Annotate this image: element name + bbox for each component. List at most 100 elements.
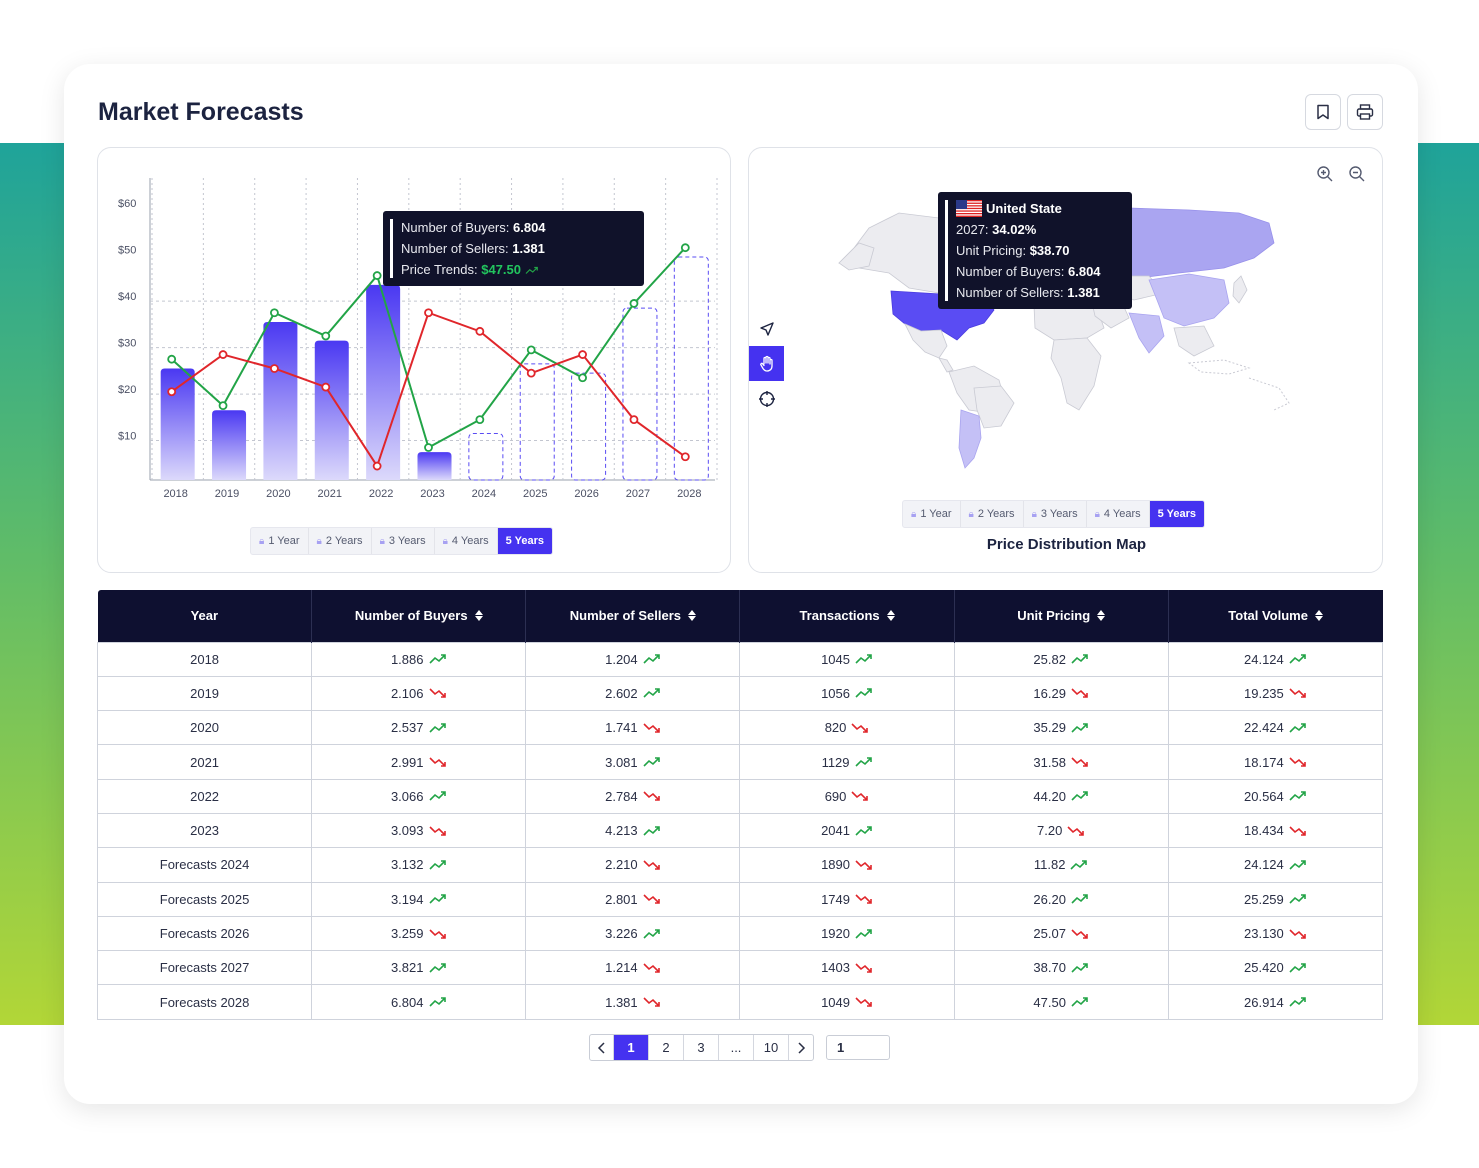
trend-up-icon [1071, 722, 1088, 733]
range-label: 4 Years [451, 535, 489, 547]
navigate-tool[interactable] [749, 311, 784, 346]
year-cell: Forecasts 2028 [96, 984, 313, 1020]
map-region-japan[interactable] [1232, 275, 1248, 304]
cell-value: 35.29 [1033, 720, 1066, 736]
column-header[interactable]: Total Volume [1168, 590, 1383, 642]
cell-value: 25.07 [1033, 926, 1066, 942]
map-region-brazil[interactable] [973, 385, 1015, 429]
print-button[interactable] [1347, 94, 1383, 130]
map-region-southeast-asia[interactable] [1173, 325, 1215, 357]
map-region-central-america[interactable] [938, 357, 954, 373]
year-cell: 2019 [96, 675, 313, 712]
green-line-point [424, 443, 433, 452]
crosshair-tool[interactable] [749, 381, 784, 416]
range-label: 5 Years [1157, 508, 1196, 520]
next-page-button[interactable] [789, 1035, 813, 1060]
map-region-argentina[interactable] [958, 409, 982, 469]
map-range-4-years[interactable]: 🔒︎ 4 Years [1087, 501, 1150, 527]
page-jump-input[interactable] [826, 1035, 890, 1060]
trend-down-icon [1289, 688, 1306, 699]
red-line-point [270, 364, 279, 373]
sort-icon[interactable] [1314, 610, 1323, 622]
trend-down-icon [855, 963, 872, 973]
y-tick-label: $40 [118, 291, 136, 303]
range-5-years[interactable]: 5 Years [497, 528, 552, 554]
column-header-label: Year [190, 608, 219, 624]
cell-value: 22.424 [1244, 720, 1284, 736]
trend-down-icon [428, 928, 446, 939]
cell-value: 47.50 [1033, 994, 1066, 1010]
column-header[interactable]: Number of Sellers [525, 590, 741, 642]
value-cell: 18.174 [1167, 744, 1384, 780]
map-tooltip-pricing-label: Unit Pricing: [956, 243, 1027, 258]
cell-value: 3.226 [605, 926, 638, 942]
range-1-year[interactable]: 🔒︎ 1 Year [251, 528, 309, 554]
sort-icon[interactable] [1097, 610, 1106, 622]
map-region-mexico[interactable] [904, 323, 948, 359]
value-cell: 2.784 [525, 778, 741, 814]
value-cell: 820 [739, 710, 955, 746]
map-region-alaska[interactable] [838, 242, 875, 271]
zoom-in-button[interactable] [1313, 162, 1337, 186]
value-cell: 3.132 [311, 847, 527, 883]
map-toolbar [749, 311, 784, 416]
cell-value: 19.235 [1244, 685, 1284, 701]
map-range-3-years[interactable]: 🔒︎ 3 Years [1024, 501, 1087, 527]
cell-value: 25.259 [1244, 891, 1284, 907]
range-2-years[interactable]: 🔒︎ 2 Years [309, 528, 372, 554]
column-header: Year [97, 590, 313, 642]
map-region-africa-south[interactable] [1050, 337, 1102, 411]
prev-page-button[interactable] [590, 1035, 614, 1060]
range-3-years[interactable]: 🔒︎ 3 Years [372, 528, 435, 554]
year-cell: Forecasts 2024 [96, 847, 313, 883]
bookmark-button[interactable] [1305, 94, 1341, 130]
range-4-years[interactable]: 🔒︎ 4 Years [435, 528, 498, 554]
value-cell: 25.82 [953, 641, 1169, 677]
lock-icon: 🔒︎ [442, 535, 448, 547]
sort-icon[interactable] [688, 610, 697, 622]
tooltip-buyers-value: 6.804 [513, 220, 546, 235]
map-tooltip-country: United State [986, 201, 1062, 216]
trend-up-icon [1289, 894, 1306, 904]
cell-value: 690 [824, 788, 847, 804]
trend-up-icon [1289, 997, 1306, 1007]
trend-down-icon [1071, 688, 1088, 699]
page-3-button[interactable]: 3 [684, 1035, 719, 1060]
zoom-out-icon [1349, 166, 1365, 182]
lock-icon: 🔒︎ [911, 508, 917, 520]
value-cell: 1920 [739, 915, 955, 952]
map-region-australia-hint[interactable] [1248, 377, 1290, 411]
table-row: Forecasts 2028 6.804 1.381 1049 47.50 26.914 [96, 984, 1384, 1020]
y-tick-label: $10 [118, 431, 136, 443]
map-range-2-years[interactable]: 🔒︎ 2 Years [961, 501, 1024, 527]
page-10-button[interactable]: 10 [754, 1035, 789, 1060]
range-label: 5 Years [505, 535, 544, 547]
zoom-out-button[interactable] [1345, 162, 1369, 186]
trend-up-icon [643, 757, 660, 767]
cell-value: 1749 [821, 891, 850, 907]
map-region-indonesia[interactable] [1187, 359, 1251, 375]
value-cell: 6.804 [311, 984, 527, 1020]
column-header[interactable]: Transactions [739, 590, 955, 642]
map-region-india[interactable] [1128, 312, 1165, 354]
map-region-china[interactable] [1148, 273, 1230, 327]
page-2-button[interactable]: 2 [649, 1035, 684, 1060]
map-range-1-year[interactable]: 🔒︎ 1 Year [903, 501, 961, 527]
page-1-button[interactable]: 1 [614, 1035, 649, 1060]
trend-down-icon [428, 688, 446, 699]
column-header[interactable]: Number of Buyers [311, 590, 527, 642]
value-cell: 24.124 [1167, 847, 1384, 883]
sort-icon[interactable] [886, 610, 895, 622]
trend-up-icon [428, 722, 446, 733]
chart-bar-forecast [673, 256, 709, 481]
hand-tool[interactable] [749, 346, 784, 381]
world-map[interactable] [829, 188, 1309, 478]
map-tooltip-sellers-label: Number of Sellers: [956, 285, 1064, 300]
trend-up-icon [855, 928, 872, 939]
map-range-5-years[interactable]: 5 Years [1149, 501, 1204, 527]
value-cell: 3.259 [311, 915, 527, 952]
sort-icon[interactable] [474, 610, 483, 622]
value-cell: 1049 [739, 984, 955, 1020]
trend-up-icon [855, 825, 872, 836]
column-header[interactable]: Unit Pricing [954, 590, 1169, 642]
